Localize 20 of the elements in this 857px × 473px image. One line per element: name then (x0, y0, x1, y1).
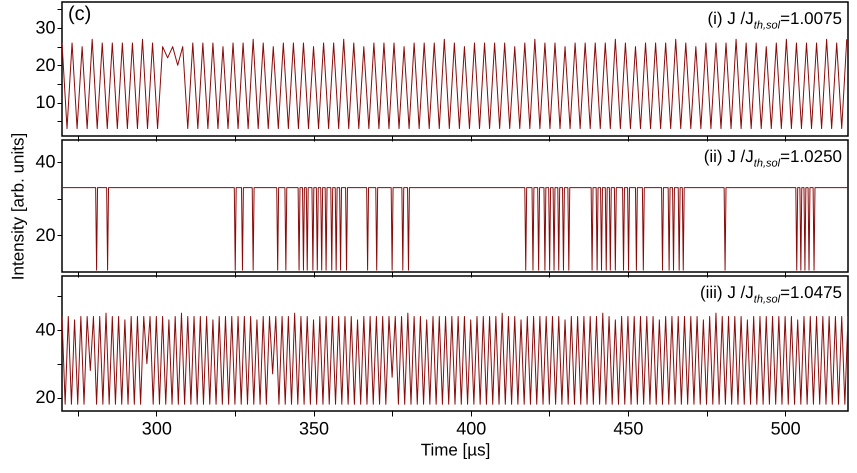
y-tick-label: 20 (35, 224, 56, 245)
y-axis-title: Intensity [arb. units] (8, 132, 28, 280)
annotation: (ii) J /J$_{th,sol}$=1.0250 (704, 147, 842, 170)
annotation: (c) (68, 3, 92, 25)
x-tick-label: 500 (770, 418, 801, 438)
annotation: (i) J /J$_{th,sol}$=1.0075 (707, 9, 842, 32)
x-axis-title: Time [µs] (420, 440, 490, 460)
y-tick-label: 40 (35, 320, 56, 340)
y-tick-label: 30 (35, 18, 56, 38)
annotation: (iii) J /J$_{th,sol}$=1.0475 (700, 283, 842, 306)
x-tick-label: 350 (298, 418, 330, 438)
x-tick-label: 450 (613, 418, 644, 438)
y-tick-label: 10 (35, 92, 56, 112)
x-tick-label: 400 (456, 418, 486, 438)
y-tick-label: 20 (35, 54, 56, 75)
y-tick-label: 40 (35, 152, 56, 172)
x-tick-label: 300 (142, 418, 172, 438)
y-tick-label: 20 (35, 387, 56, 407)
line-series (62, 38, 848, 130)
line-series (62, 312, 848, 405)
